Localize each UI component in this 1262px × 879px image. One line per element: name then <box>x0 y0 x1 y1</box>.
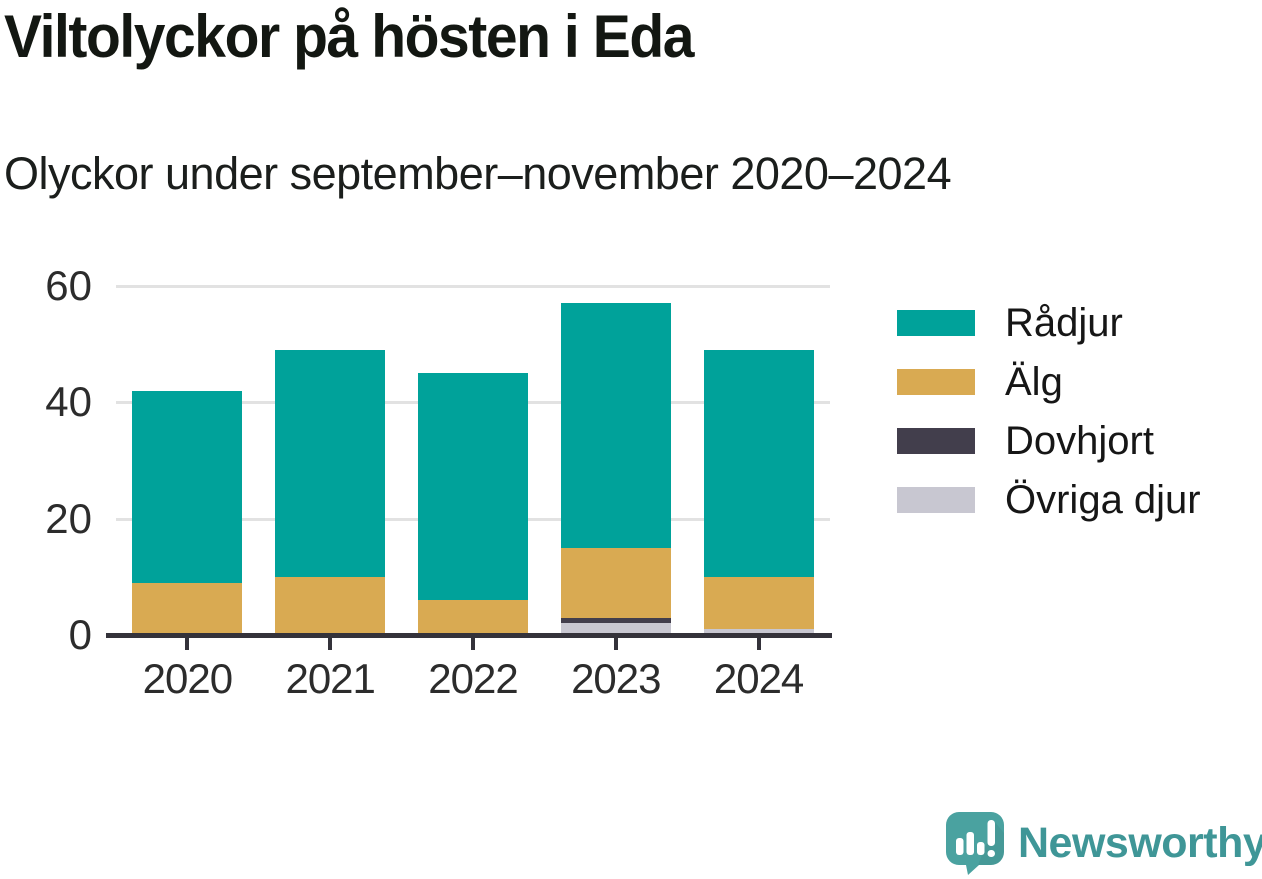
x-axis-slot-2024: 2024 <box>687 638 830 703</box>
y-tick-label-0: 0 <box>68 611 92 658</box>
newsworthy-logo-text: Newsworthy <box>1018 818 1262 867</box>
legend-swatch-Älg <box>897 369 975 395</box>
newsworthy-logo: Newsworthy <box>945 811 1262 875</box>
segment-2023-Älg <box>560 547 671 618</box>
legend-swatch-Rådjur <box>897 310 975 336</box>
legend-swatch-Dovhjort <box>897 428 975 454</box>
newsworthy-logo-icon <box>946 812 1004 875</box>
legend-label-Älg: Älg <box>1005 359 1063 404</box>
plot-area <box>116 285 830 635</box>
legend-swatch-Övriga djur <box>897 487 975 513</box>
legend: Rådjur Älg Dovhjort Övriga djur <box>897 301 1201 522</box>
stacked-bar-2023 <box>560 303 671 635</box>
legend-label-Övriga djur: Övriga djur <box>1005 477 1201 522</box>
x-tick-2022 <box>470 638 475 650</box>
chart-subtitle: Olyckor under september–november 2020–20… <box>4 148 952 199</box>
x-axis-slot-2023: 2023 <box>544 638 687 703</box>
legend-item-Övriga djur: Övriga djur <box>897 478 1201 522</box>
legend-item-Dovhjort: Dovhjort <box>897 419 1201 463</box>
bar-slot-2022 <box>402 286 545 635</box>
segment-2024-Älg <box>703 576 814 630</box>
segment-2023-Rådjur <box>560 303 671 548</box>
legend-item-Rådjur: Rådjur <box>897 301 1201 345</box>
x-tick-2024 <box>756 638 761 650</box>
y-axis-labels: 0 20 40 60 <box>24 262 92 658</box>
x-tick-label-2022: 2022 <box>428 655 518 702</box>
bar-slot-2021 <box>259 286 402 635</box>
segment-2021-Rådjur <box>275 350 386 577</box>
stacked-bar-2020 <box>132 390 243 635</box>
x-tick-label-2024: 2024 <box>713 655 804 702</box>
segment-2024-Övriga djur <box>703 629 814 635</box>
logo-bar-short <box>977 842 985 855</box>
bars-container <box>116 286 830 635</box>
chart-title: Viltolyckor på hösten i Eda <box>4 3 694 70</box>
stacked-bar-2024 <box>703 350 814 635</box>
legend-label-Dovhjort: Dovhjort <box>1005 418 1154 463</box>
segment-2021-Älg <box>275 576 386 635</box>
logo-exclamation-bar <box>987 820 995 846</box>
stacked-bar-2022 <box>417 373 528 635</box>
x-axis-line <box>106 633 832 638</box>
segment-2023-Dovhjort <box>560 617 671 624</box>
x-tick-2023 <box>613 638 618 650</box>
x-tick-2020 <box>185 638 190 650</box>
x-tick-2021 <box>328 638 333 650</box>
y-tick-label-60: 60 <box>45 262 92 309</box>
stacked-bar-2021 <box>275 350 386 635</box>
x-axis-slot-2021: 2021 <box>259 638 402 703</box>
y-tick-label-40: 40 <box>45 378 92 426</box>
legend-label-Rådjur: Rådjur <box>1005 300 1123 345</box>
segment-2020-Rådjur <box>132 390 243 583</box>
segment-2023-Övriga djur <box>560 623 671 635</box>
bar-slot-2024 <box>687 286 830 635</box>
segment-2024-Rådjur <box>703 350 814 577</box>
x-tick-label-2020: 2020 <box>142 655 233 702</box>
segment-2020-Älg <box>132 582 243 635</box>
x-axis: 2020 2021 2022 2023 2024 <box>116 638 830 703</box>
logo-bar-small <box>956 838 964 855</box>
logo-bar-tall <box>966 832 974 855</box>
legend-item-Älg: Älg <box>897 360 1201 404</box>
x-axis-slot-2022: 2022 <box>402 638 545 703</box>
bar-slot-2020 <box>116 286 259 635</box>
x-tick-label-2023: 2023 <box>571 655 661 702</box>
x-tick-label-2021: 2021 <box>285 655 375 702</box>
logo-exclamation-dot <box>987 850 995 857</box>
y-tick-label-20: 20 <box>45 494 92 542</box>
bar-slot-2023 <box>544 286 687 635</box>
x-axis-slot-2020: 2020 <box>116 638 259 703</box>
gridline-60 <box>116 285 830 288</box>
segment-2022-Rådjur <box>417 373 528 601</box>
segment-2022-Älg <box>417 600 528 635</box>
